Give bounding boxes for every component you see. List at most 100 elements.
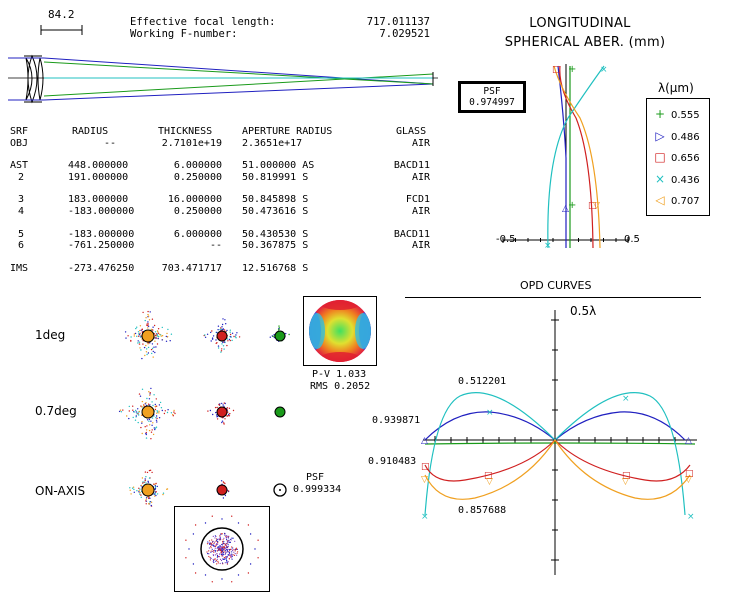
svg-text:□: □ xyxy=(622,471,631,481)
lens-table-cell: AIR xyxy=(411,137,430,149)
lens-table-header-cell: APERTURE RADIUS xyxy=(242,126,333,137)
spherical-title-2: SPHERICAL ABER. (mm) xyxy=(504,35,666,50)
svg-text:×: × xyxy=(544,241,552,251)
wavefront-rms: RMS 0.2052 xyxy=(310,381,371,392)
legend-label: 0.555 xyxy=(671,110,700,121)
svg-text:×: × xyxy=(622,394,630,404)
curve-0656 xyxy=(559,65,594,249)
lens-table-cell: -- xyxy=(103,137,116,149)
spot-cluster xyxy=(207,402,235,425)
opd-plot: △ △ × × × × □ □ □ □ ▽ ▽ ▽ ▽ xyxy=(421,310,697,575)
lens-table-cell: 50.473616 S xyxy=(242,205,309,217)
field-label-1deg: 1deg xyxy=(35,328,66,342)
svg-text:▽: ▽ xyxy=(685,475,692,485)
legend-marker-icon: + xyxy=(654,107,666,121)
svg-text:+: + xyxy=(568,64,576,75)
lens-table-header-cell: SRF xyxy=(10,126,29,137)
svg-text:□: □ xyxy=(552,65,561,75)
lens-table-cell: 448.000000 xyxy=(68,160,129,172)
enlarged-spot xyxy=(174,506,270,592)
field-label-onaxis: ON-AXIS xyxy=(35,484,86,498)
opd-label-3: 0.910483 xyxy=(368,456,417,467)
svg-text:+: + xyxy=(568,200,576,211)
lens-table-cell: 703.471717 xyxy=(161,262,222,274)
opd-divider xyxy=(405,297,701,298)
lens-element-1 xyxy=(25,57,33,101)
spot-cluster xyxy=(129,469,169,507)
scale-bar-label: 84.2 xyxy=(48,8,75,21)
lens-table-cell: AIR xyxy=(411,205,430,217)
wavelength-legend: +0.555 ▷ 0.486 □ 0.656 × 0.436 ◁ 0.707 xyxy=(646,98,710,216)
lens-table-header-cell: RADIUS xyxy=(72,126,109,137)
spot-cluster xyxy=(203,318,241,353)
lens-table-cell: BACD11 xyxy=(393,228,430,240)
curve-0486 xyxy=(557,65,567,248)
spherical-title-1: LONGITUDINAL xyxy=(529,16,631,31)
legend-marker-icon: × xyxy=(654,171,666,186)
curve-0707 xyxy=(553,65,601,249)
spot-diagrams xyxy=(118,310,290,507)
svg-text:□: □ xyxy=(685,469,694,479)
spot-cluster xyxy=(274,406,286,418)
spot-cluster xyxy=(269,325,290,342)
lens-table-cell: 6.000000 xyxy=(173,228,222,240)
lens-table-cell: 191.000000 xyxy=(68,171,129,183)
ray-green-upper xyxy=(43,61,434,85)
legend-marker-icon: ◁ xyxy=(655,193,665,207)
lens-table-header-cell: THICKNESS xyxy=(158,126,213,137)
efl-value: 717.011137 xyxy=(366,16,430,28)
onaxis-psf-label: PSF xyxy=(306,472,325,483)
opd-label-2: 0.939871 xyxy=(372,415,421,426)
lens-table-cell: FCD1 xyxy=(405,194,430,206)
svg-text:□: □ xyxy=(421,462,430,472)
legend-item: ◁ 0.707 xyxy=(653,193,700,207)
opd-curve-0656 xyxy=(424,439,691,482)
lens-table-cell: 4 xyxy=(18,205,25,217)
legend-item: ▷ 0.486 xyxy=(653,129,699,143)
lens-table-cell: -183.000000 xyxy=(68,205,135,217)
fnum-label: Working F-number: xyxy=(130,28,238,40)
lens-table-cell: 0.250000 xyxy=(173,171,222,183)
opd-curve-0555 xyxy=(424,442,696,445)
svg-text:×: × xyxy=(687,512,695,522)
legend-item: × 0.436 xyxy=(653,172,700,186)
lens-table-cell: 2.7101e+19 xyxy=(161,137,222,149)
lens-table-cell: 12.516768 S xyxy=(242,262,309,274)
spot-cluster xyxy=(216,480,230,499)
svg-text:×: × xyxy=(600,65,608,75)
svg-text:△: △ xyxy=(562,204,569,214)
lens-table-cell: 0.250000 xyxy=(173,205,222,217)
svg-text:△: △ xyxy=(685,436,692,446)
lens-table-cell: 50.845898 S xyxy=(242,194,309,206)
svg-text:▽: ▽ xyxy=(593,201,600,211)
lens-table-cell: 5 xyxy=(18,228,25,240)
lens-element-3 xyxy=(37,57,44,101)
lens-table-cell: -- xyxy=(209,240,222,252)
svg-text:×: × xyxy=(421,512,429,522)
ray-green-lower xyxy=(43,73,434,97)
lens-table-cell: 50.367875 S xyxy=(242,240,309,252)
lens-layout-diagram xyxy=(8,54,438,104)
svg-text:▽: ▽ xyxy=(486,477,493,487)
legend-item: +0.555 xyxy=(653,107,700,121)
spherical-psf-box: PSF 0.974997 xyxy=(458,81,526,113)
lens-table-cell: 51.000000 AS xyxy=(242,160,315,172)
lens-table-cell: 50.430530 S xyxy=(242,228,309,240)
fnum-value: 7.029521 xyxy=(379,28,430,40)
lens-table-cell: -273.476250 xyxy=(68,262,135,274)
spherical-axis-min: -0.5 xyxy=(496,234,516,245)
lens-table-cell: IMS xyxy=(10,262,29,274)
legend-label: 0.707 xyxy=(671,196,700,207)
lens-table-cell: OBJ xyxy=(10,137,29,149)
spherical-psf-value: 0.974997 xyxy=(469,97,515,108)
lens-table-cell: 2.3651e+17 xyxy=(242,137,303,149)
svg-text:△: △ xyxy=(421,436,428,446)
legend-item: □ 0.656 xyxy=(653,150,699,164)
lens-table-cell: 6.000000 xyxy=(173,160,222,172)
lens-table-cell: 6 xyxy=(18,240,25,252)
spherical-aberration-plot: + + △ □ □ × × ▽ xyxy=(502,64,629,251)
opd-scale-label: 0.5λ xyxy=(570,304,597,318)
spherical-psf-label: PSF xyxy=(483,86,501,97)
svg-text:▽: ▽ xyxy=(421,475,428,485)
